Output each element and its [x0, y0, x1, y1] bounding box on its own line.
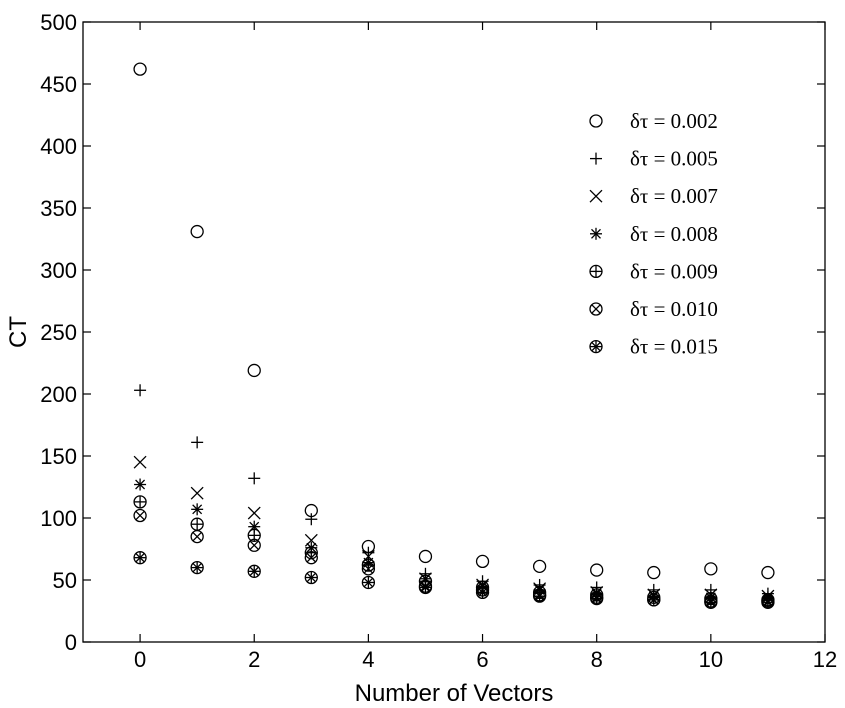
data-point: [190, 529, 204, 544]
y-tick-label: 200: [40, 382, 77, 407]
legend-label: δτ = 0.008: [630, 222, 718, 246]
legend-marker: [589, 302, 603, 316]
data-point: [133, 551, 147, 565]
y-tick-label: 450: [40, 72, 77, 97]
data-point: [190, 486, 204, 500]
plot-area: [82, 21, 826, 643]
legend-marker: [589, 189, 603, 203]
data-point: [590, 563, 604, 577]
y-tick-label: 250: [40, 320, 77, 345]
data-point: [247, 564, 261, 578]
data-point: [133, 455, 147, 469]
y-tick-label: 0: [65, 630, 77, 655]
data-point: [761, 595, 775, 609]
data-point: [247, 363, 261, 378]
x-tick-label: 6: [476, 647, 488, 672]
legend-marker: [589, 114, 603, 128]
legend-marker: [590, 152, 602, 165]
data-point: [418, 549, 433, 564]
data-point: [191, 436, 204, 449]
data-point: [247, 506, 261, 520]
x-tick-label: 12: [813, 647, 837, 672]
data-point: [133, 495, 147, 509]
data-point: [418, 580, 433, 595]
legend-label: δτ = 0.015: [630, 335, 718, 359]
y-tick-label: 100: [40, 506, 77, 531]
data-point: [134, 384, 147, 397]
data-point: [761, 565, 775, 580]
legend-label: δτ = 0.010: [630, 297, 718, 321]
data-point: [304, 570, 318, 585]
data-point: [704, 562, 718, 576]
data-point: [248, 472, 261, 485]
data-point: [361, 575, 376, 590]
data-point: [190, 560, 204, 575]
data-point: [590, 591, 604, 606]
y-tick-label: 150: [40, 444, 77, 469]
x-tick-label: 8: [591, 647, 603, 672]
legend-label: δτ = 0.007: [630, 184, 718, 208]
data-point: [190, 517, 204, 531]
data-point: [704, 595, 718, 609]
y-tick-label: 400: [40, 134, 77, 159]
data-point: [475, 554, 490, 569]
data-point: [532, 589, 547, 603]
legend: δτ = 0.002 δτ = 0.005 δτ = 0.007 δτ = 0.008…: [589, 109, 718, 359]
legend-marker: [590, 227, 602, 240]
axis-ticks: 0 2 4 6 8 10 12 0 50 100 150 200 250 300 350 400 450 500: [40, 10, 837, 672]
data-point: [361, 562, 376, 576]
legend-label: δτ = 0.009: [630, 259, 718, 283]
data-point: [305, 513, 318, 526]
data-point: [304, 551, 318, 565]
y-tick-label: 50: [53, 568, 77, 593]
x-tick-label: 2: [248, 647, 260, 672]
data-point: [647, 565, 661, 580]
data-point: [647, 593, 661, 607]
x-tick-label: 0: [134, 647, 146, 672]
data-point: [134, 478, 147, 491]
y-axis-label: CT: [5, 316, 32, 348]
legend-label: δτ = 0.002: [630, 109, 718, 133]
y-tick-label: 300: [40, 258, 77, 283]
y-tick-label: 500: [40, 10, 77, 35]
data-point: [247, 538, 261, 552]
data-point: [532, 559, 547, 574]
data-points: [133, 62, 775, 609]
x-tick-label: 4: [362, 647, 374, 672]
x-tick-label: 10: [699, 647, 723, 672]
data-point: [475, 585, 490, 600]
legend-label: δτ = 0.005: [630, 147, 718, 171]
legend-marker: [589, 264, 603, 279]
legend-marker: [589, 339, 603, 354]
data-point: [133, 62, 147, 76]
data-point: [133, 508, 147, 523]
x-axis-label: Number of Vectors: [355, 680, 554, 707]
data-point: [191, 503, 204, 516]
y-tick-label: 350: [40, 196, 77, 221]
data-point: [190, 224, 204, 239]
